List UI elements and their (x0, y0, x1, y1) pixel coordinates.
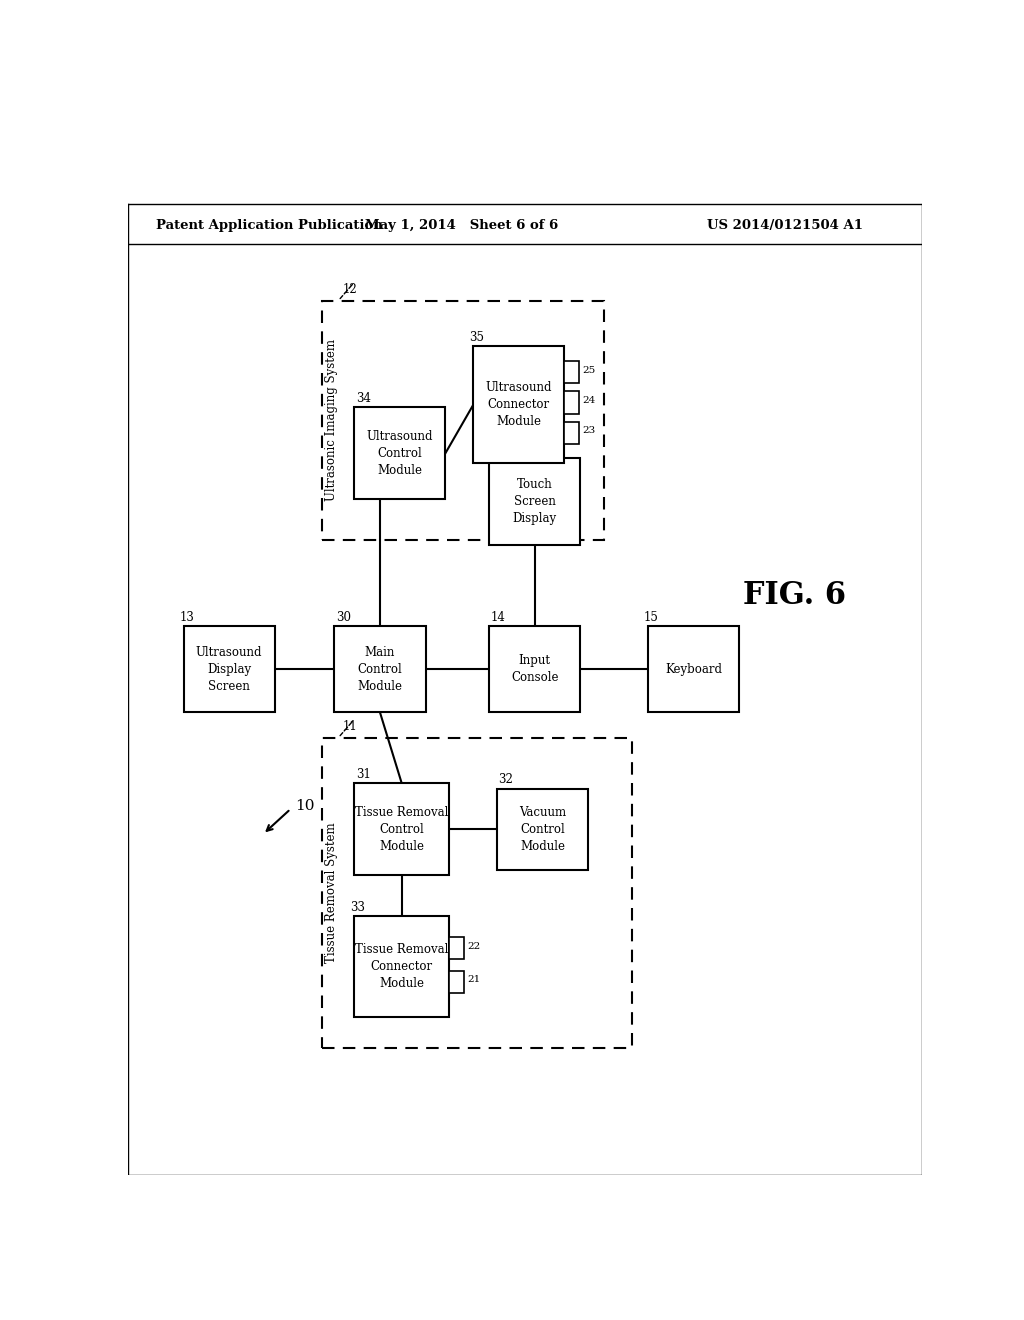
Text: Tissue Removal
Connector
Module: Tissue Removal Connector Module (355, 942, 449, 990)
Text: 35: 35 (469, 331, 484, 345)
Text: 16: 16 (485, 444, 500, 457)
Text: Ultrasound
Connector
Module: Ultrasound Connector Module (485, 381, 552, 429)
Text: 15: 15 (644, 611, 658, 624)
Text: Tissue Removal
Control
Module: Tissue Removal Control Module (355, 805, 449, 853)
FancyBboxPatch shape (489, 626, 581, 713)
Text: Vacuum
Control
Module: Vacuum Control Module (519, 805, 566, 853)
FancyBboxPatch shape (489, 458, 581, 545)
Text: 10: 10 (295, 799, 314, 813)
FancyBboxPatch shape (183, 626, 274, 713)
Text: Ultrasonic Imaging System: Ultrasonic Imaging System (326, 339, 339, 502)
FancyBboxPatch shape (354, 784, 450, 875)
Text: 23: 23 (583, 426, 596, 436)
FancyBboxPatch shape (334, 626, 426, 713)
Text: Keyboard: Keyboard (665, 663, 722, 676)
Text: FIG. 6: FIG. 6 (743, 579, 846, 611)
Text: 12: 12 (342, 282, 357, 296)
Bar (564, 422, 579, 444)
FancyBboxPatch shape (354, 916, 450, 1018)
Bar (564, 360, 579, 383)
Text: 21: 21 (468, 975, 481, 985)
FancyBboxPatch shape (648, 626, 739, 713)
FancyBboxPatch shape (473, 346, 564, 463)
Text: 32: 32 (499, 774, 513, 787)
Text: 30: 30 (336, 611, 351, 624)
Text: 33: 33 (350, 900, 366, 913)
Text: Input
Console: Input Console (511, 655, 558, 684)
FancyBboxPatch shape (354, 408, 445, 499)
Bar (450, 970, 464, 993)
Text: Tissue Removal System: Tissue Removal System (326, 822, 339, 964)
Text: 13: 13 (179, 611, 195, 624)
Text: Main
Control
Module: Main Control Module (357, 645, 402, 693)
Text: 31: 31 (355, 768, 371, 781)
Text: 22: 22 (468, 941, 481, 950)
Text: US 2014/0121504 A1: US 2014/0121504 A1 (708, 219, 863, 232)
Text: Touch
Screen
Display: Touch Screen Display (513, 478, 557, 525)
Text: 34: 34 (355, 392, 371, 405)
Text: May 1, 2014   Sheet 6 of 6: May 1, 2014 Sheet 6 of 6 (365, 219, 558, 232)
Text: 11: 11 (342, 719, 357, 733)
Text: Ultrasound
Control
Module: Ultrasound Control Module (367, 429, 433, 477)
Text: Ultrasound
Display
Screen: Ultrasound Display Screen (196, 645, 262, 693)
Text: 24: 24 (583, 396, 596, 405)
Bar (564, 391, 579, 413)
Bar (450, 937, 464, 960)
Text: 14: 14 (490, 611, 506, 624)
FancyBboxPatch shape (497, 788, 588, 870)
Text: Patent Application Publication: Patent Application Publication (156, 219, 383, 232)
Text: 25: 25 (583, 366, 596, 375)
